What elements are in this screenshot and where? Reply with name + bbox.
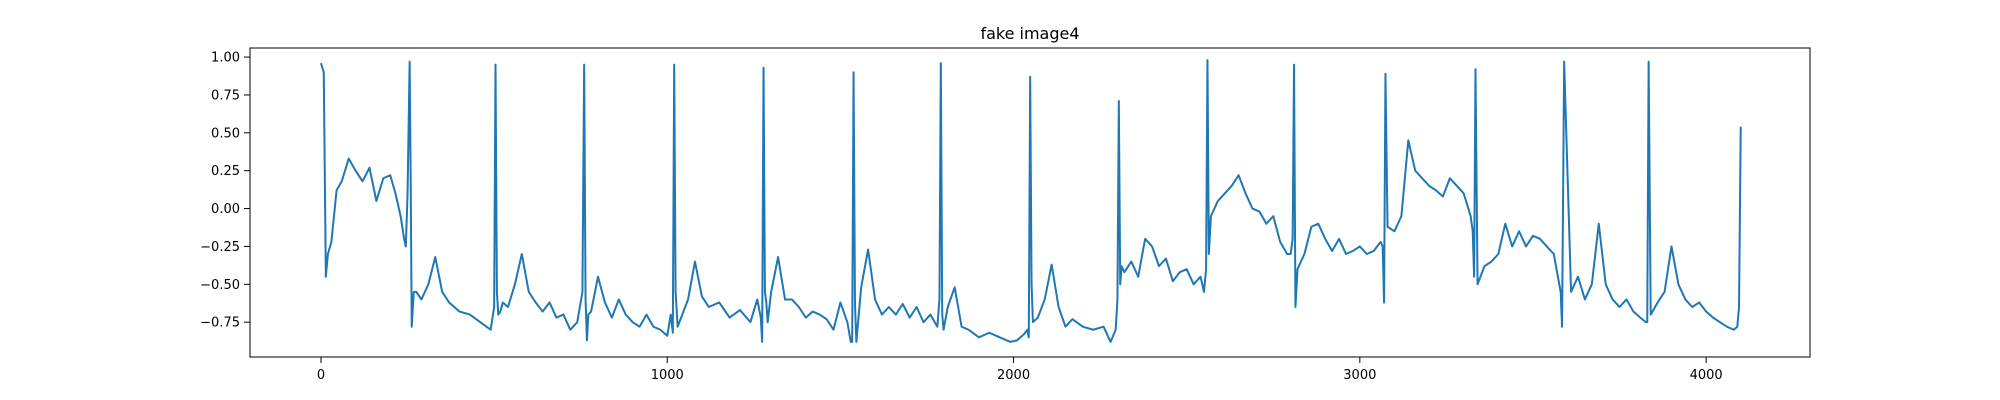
y-tick-label: 0.25 (211, 164, 240, 179)
y-tick-label: −0.25 (200, 240, 240, 255)
x-tick-label: 0 (317, 368, 325, 383)
y-axis: −0.75 −0.50 −0.25 0.00 0.25 0.50 0.75 1.00 (200, 51, 250, 331)
y-tick-label: 0.75 (211, 88, 240, 103)
x-tick-label: 2000 (997, 368, 1030, 383)
x-tick-label: 3000 (1343, 368, 1376, 383)
chart-title: fake image4 (980, 24, 1079, 43)
y-tick-label: 0.00 (211, 202, 240, 217)
x-tick-label: 4000 (1690, 368, 1723, 383)
x-axis: 0 1000 2000 3000 4000 (317, 357, 1723, 383)
y-tick-label: −0.75 (200, 316, 240, 331)
plot-area: 0 1000 2000 3000 4000 −0.75 −0.50 −0.25 0.00 0.2… (200, 47, 1811, 383)
y-tick-label: −0.50 (200, 278, 240, 293)
series-group (320, 59, 1742, 343)
y-tick-label: 0.50 (211, 126, 240, 141)
series-line-0 (320, 59, 1742, 343)
x-tick-label: 1000 (651, 368, 684, 383)
y-tick-label: 1.00 (211, 51, 240, 66)
